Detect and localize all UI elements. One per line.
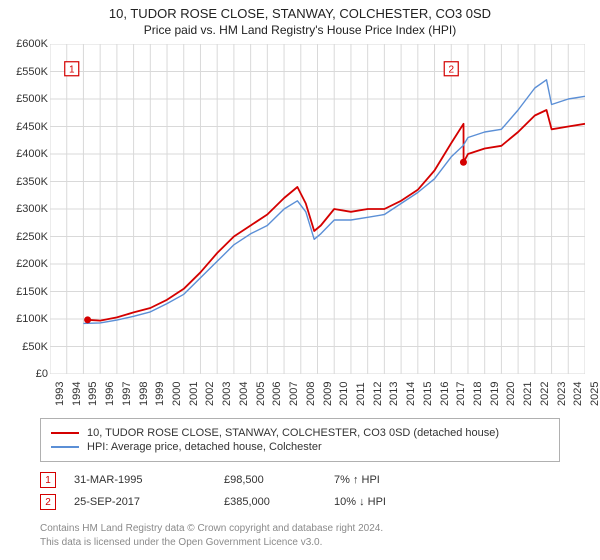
x-tick-label: 2007	[288, 382, 300, 406]
chart-container: 10, TUDOR ROSE CLOSE, STANWAY, COLCHESTE…	[0, 0, 600, 560]
x-tick-label: 2009	[322, 382, 334, 406]
x-tick-label: 2002	[204, 382, 216, 406]
x-tick-label: 2021	[522, 382, 534, 406]
x-tick-label: 1998	[138, 382, 150, 406]
plot-svg: 12	[50, 44, 585, 374]
transaction-entries: 1 31-MAR-1995 £98,500 7% ↑ HPI 2 25-SEP-…	[40, 466, 560, 516]
y-tick-label: £400K	[2, 148, 48, 160]
y-tick-label: £100K	[2, 313, 48, 325]
x-tick-label: 2025	[589, 382, 600, 406]
y-tick-label: £350K	[2, 176, 48, 188]
entry-row: 1 31-MAR-1995 £98,500 7% ↑ HPI	[40, 472, 560, 488]
x-tick-label: 2019	[489, 382, 501, 406]
x-tick-label: 1993	[54, 382, 66, 406]
x-tick-label: 1996	[104, 382, 116, 406]
entry-date: 31-MAR-1995	[74, 474, 224, 486]
x-tick-label: 2020	[505, 382, 517, 406]
x-tick-label: 2010	[338, 382, 350, 406]
x-tick-label: 2006	[271, 382, 283, 406]
x-tick-label: 1995	[87, 382, 99, 406]
x-tick-label: 2022	[539, 382, 551, 406]
x-tick-label: 2018	[472, 382, 484, 406]
x-tick-label: 2005	[255, 382, 267, 406]
entry-price: £98,500	[224, 474, 334, 486]
x-tick-label: 2013	[388, 382, 400, 406]
legend-label: HPI: Average price, detached house, Colc…	[87, 441, 322, 453]
legend-item: HPI: Average price, detached house, Colc…	[51, 441, 549, 453]
y-tick-label: £450K	[2, 121, 48, 133]
legend-item: 10, TUDOR ROSE CLOSE, STANWAY, COLCHESTE…	[51, 427, 549, 439]
x-tick-label: 2016	[439, 382, 451, 406]
y-tick-label: £600K	[2, 38, 48, 50]
entry-price: £385,000	[224, 496, 334, 508]
x-tick-label: 1997	[121, 382, 133, 406]
y-tick-label: £500K	[2, 93, 48, 105]
footer-line: Contains HM Land Registry data © Crown c…	[40, 522, 560, 536]
plot-area: 12	[50, 44, 585, 374]
title-address: 10, TUDOR ROSE CLOSE, STANWAY, COLCHESTE…	[0, 6, 600, 21]
x-tick-label: 2014	[405, 382, 417, 406]
x-tick-label: 2011	[355, 382, 367, 406]
entry-marker-icon: 2	[40, 494, 56, 510]
legend: 10, TUDOR ROSE CLOSE, STANWAY, COLCHESTE…	[40, 418, 560, 462]
legend-swatch	[51, 432, 79, 434]
title-subtitle: Price paid vs. HM Land Registry's House …	[0, 23, 600, 37]
x-tick-label: 2008	[305, 382, 317, 406]
x-tick-label: 2000	[171, 382, 183, 406]
entry-marker-icon: 1	[40, 472, 56, 488]
entry-date: 25-SEP-2017	[74, 496, 224, 508]
x-tick-label: 1994	[71, 382, 83, 406]
y-tick-label: £200K	[2, 258, 48, 270]
x-tick-label: 2017	[455, 382, 467, 406]
y-tick-label: £550K	[2, 66, 48, 78]
svg-text:2: 2	[448, 64, 454, 75]
legend-swatch	[51, 446, 79, 448]
y-tick-label: £300K	[2, 203, 48, 215]
chart-titles: 10, TUDOR ROSE CLOSE, STANWAY, COLCHESTE…	[0, 0, 600, 37]
legend-label: 10, TUDOR ROSE CLOSE, STANWAY, COLCHESTE…	[87, 427, 499, 439]
x-tick-label: 1999	[154, 382, 166, 406]
x-tick-label: 2012	[372, 382, 384, 406]
x-tick-label: 2023	[556, 382, 568, 406]
attribution-footer: Contains HM Land Registry data © Crown c…	[40, 522, 560, 549]
entry-pct-vs-hpi: 7% ↑ HPI	[334, 474, 380, 486]
x-tick-label: 2003	[221, 382, 233, 406]
x-tick-label: 2001	[188, 382, 200, 406]
entry-pct-vs-hpi: 10% ↓ HPI	[334, 496, 386, 508]
y-tick-label: £50K	[2, 341, 48, 353]
footer-line: This data is licensed under the Open Gov…	[40, 536, 560, 550]
svg-text:1: 1	[69, 64, 75, 75]
y-tick-label: £0	[2, 368, 48, 380]
x-tick-label: 2004	[238, 382, 250, 406]
entry-row: 2 25-SEP-2017 £385,000 10% ↓ HPI	[40, 494, 560, 510]
y-tick-label: £150K	[2, 286, 48, 298]
x-tick-label: 2015	[422, 382, 434, 406]
y-tick-label: £250K	[2, 231, 48, 243]
x-tick-label: 2024	[572, 382, 584, 406]
